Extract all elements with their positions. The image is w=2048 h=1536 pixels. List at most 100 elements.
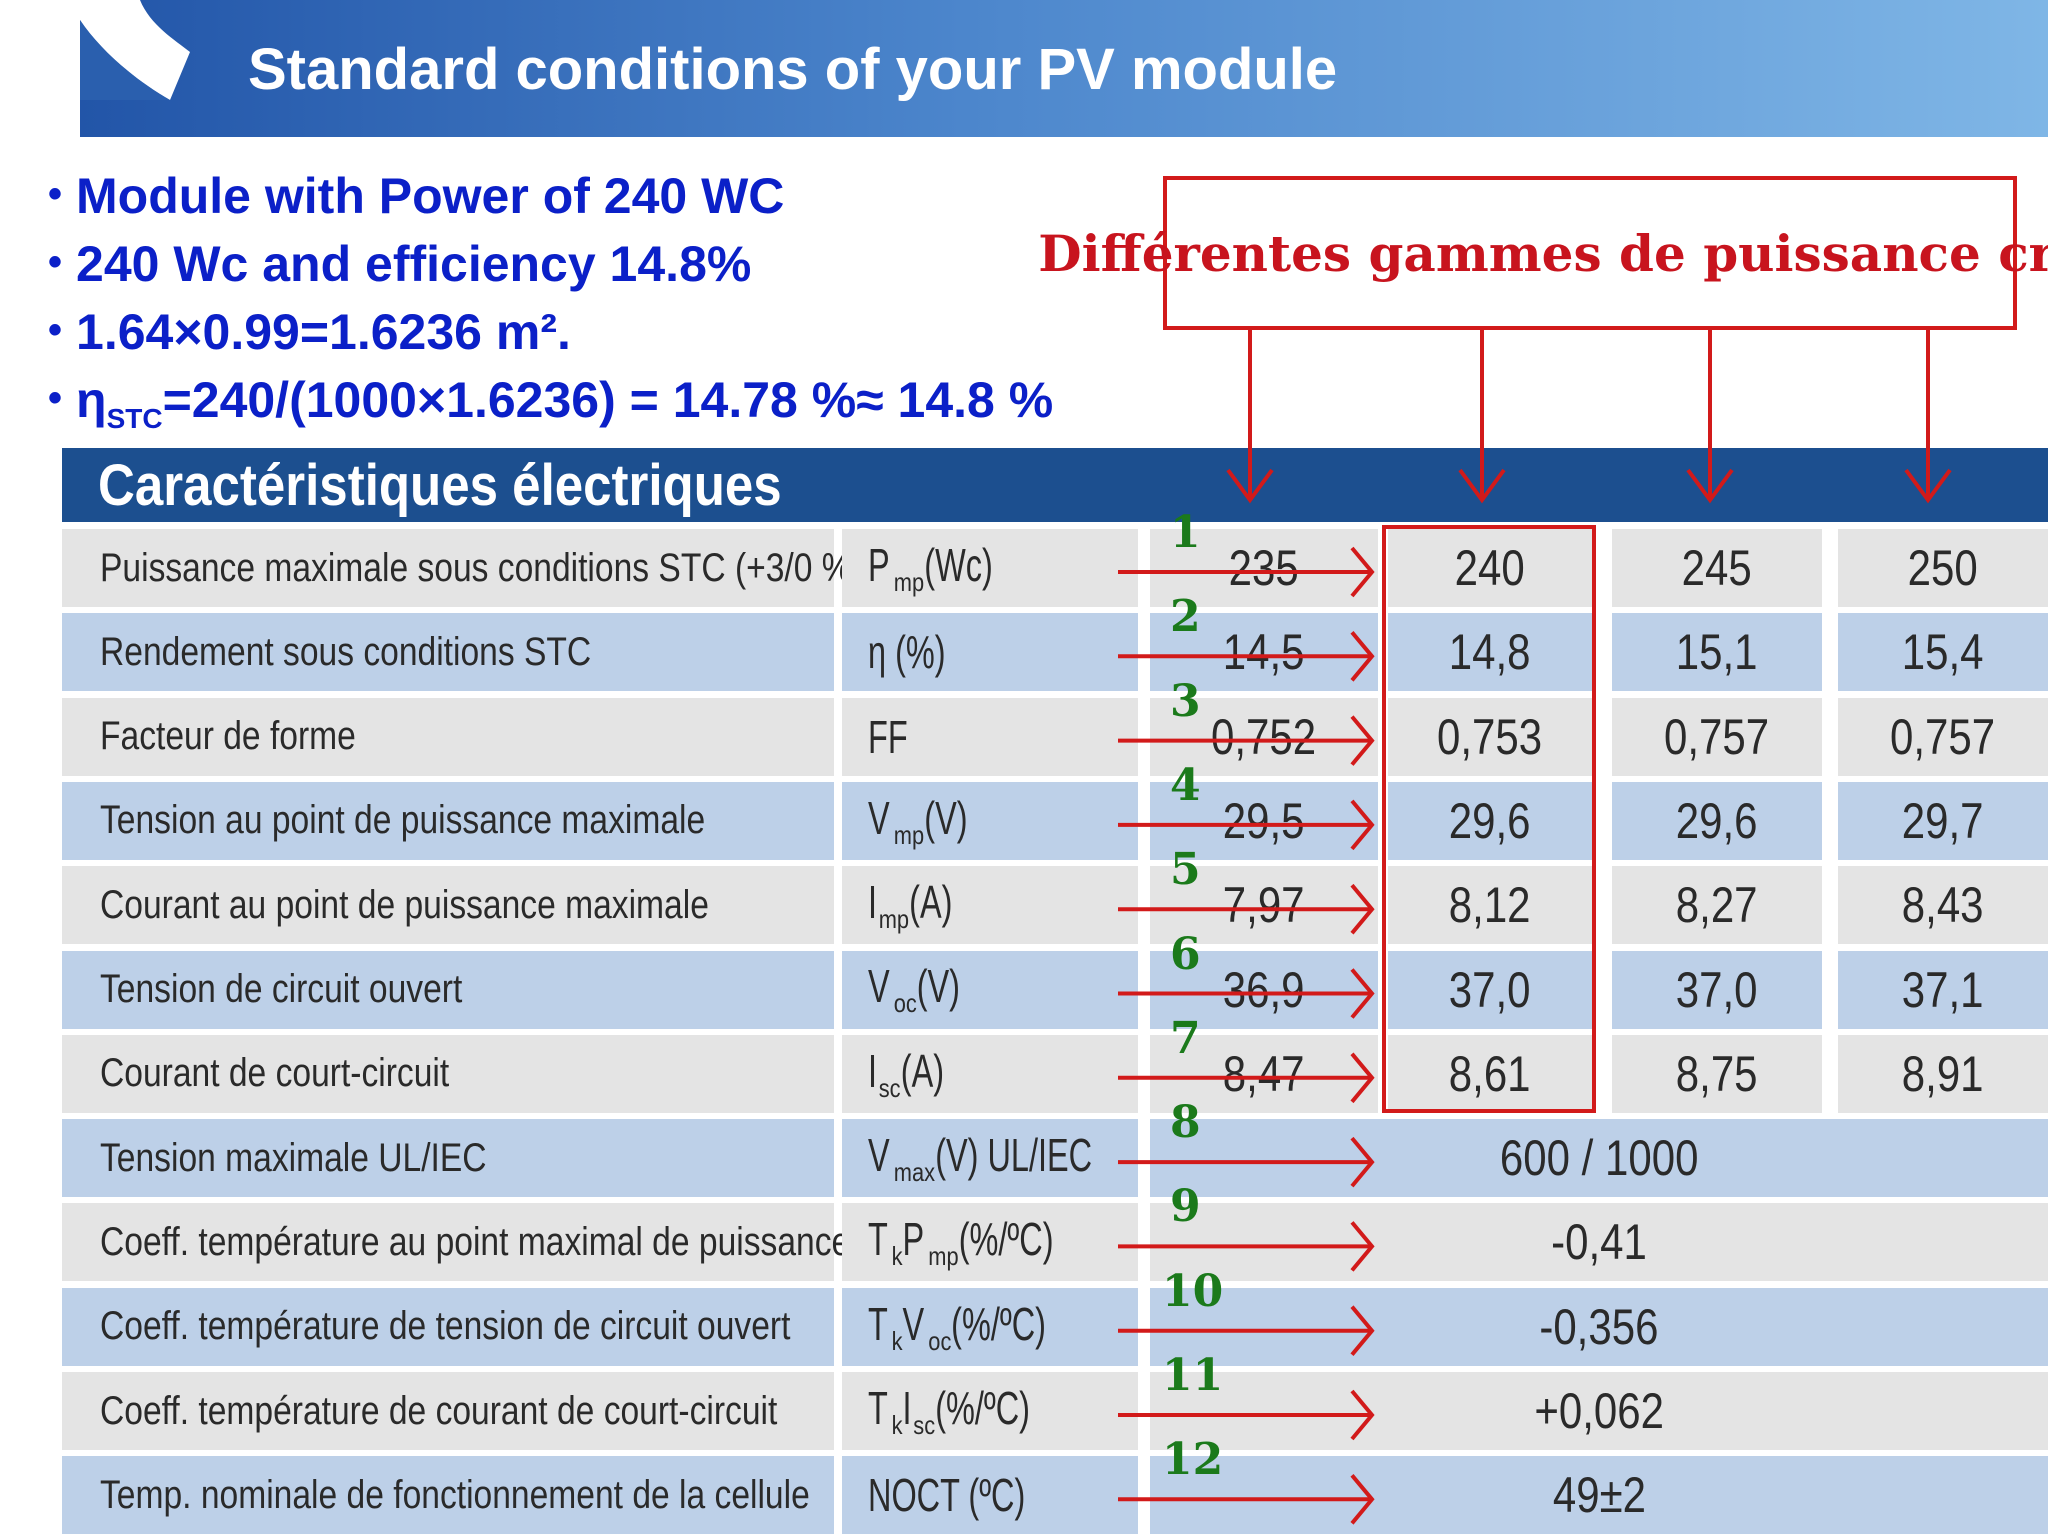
symbol-text: Imp (A)	[868, 876, 953, 935]
row-arrow-head	[1350, 1389, 1375, 1441]
symbol-subscript: mp	[893, 567, 925, 598]
value-cell: 250	[1838, 529, 2048, 607]
row-arrow-head	[1350, 799, 1375, 851]
row-label: Temp. nominale de fonctionnement de la c…	[62, 1456, 834, 1535]
row-symbol: NOCT (ºC)	[842, 1456, 1138, 1535]
symbol-subscript: oc	[893, 988, 917, 1019]
page-title: Standard conditions of your PV module	[248, 37, 1338, 102]
value-cell: 8,47	[1150, 1034, 1378, 1113]
row-arrow-head	[1350, 968, 1375, 1019]
logo-swoosh-icon	[80, 0, 190, 100]
value-cell: 8,61	[1388, 1034, 1592, 1113]
symbol-text: NOCT (ºC)	[868, 1469, 1026, 1522]
row-arrow-head	[1350, 631, 1375, 682]
row-number-annotation: 8	[1170, 1097, 1201, 1149]
row-label: Rendement sous conditions STC	[62, 613, 834, 692]
value-cell: 0,757	[1612, 697, 1822, 776]
row-arrow-head	[1350, 1474, 1375, 1525]
symbol-subscript: mp	[893, 819, 925, 850]
symbol-subscript: k	[891, 1325, 903, 1356]
value-cell: 29,5	[1150, 781, 1378, 860]
row-label: Coeff. température au point maximal de p…	[62, 1203, 850, 1282]
row-number-annotation: 12	[1162, 1434, 1224, 1486]
row-number-annotation: 9	[1170, 1181, 1201, 1233]
row-label: Puissance maximale sous conditions STC (…	[62, 529, 863, 607]
row-label: Facteur de forme	[62, 697, 834, 776]
row-arrow-head	[1350, 1136, 1375, 1188]
bullet-item: • 1.64×0.99=1.6236 m².	[48, 304, 571, 360]
value-cell: 235	[1150, 529, 1378, 607]
symbol-text: FF	[868, 710, 908, 763]
value-cell-merged: +0,062	[1150, 1372, 2048, 1450]
symbol-subscript: sc	[878, 1072, 901, 1103]
section-title: Caractéristiques électriques	[98, 453, 782, 518]
row-number-annotation: 6	[1170, 928, 1201, 980]
power-range-box: Différentes gammes de puissance crête	[1038, 176, 2048, 330]
value-cell: 240	[1388, 529, 1592, 607]
value-cell: 245	[1612, 529, 1822, 607]
value-cell: 8,91	[1838, 1034, 2048, 1113]
value-cell: 29,6	[1388, 781, 1592, 860]
value-cell: 29,7	[1838, 781, 2048, 860]
down-arrow-head	[1458, 468, 1506, 504]
down-arrow-head	[1904, 468, 1952, 504]
symbol-subscript: mp	[928, 1241, 959, 1272]
down-arrow-head	[1226, 468, 1274, 504]
value-cell: 8,75	[1612, 1034, 1822, 1113]
row-symbol: FF	[842, 697, 1138, 776]
value-cell: 8,27	[1612, 866, 1822, 945]
value-cell: 14,8	[1388, 613, 1592, 692]
row-number-annotation: 4	[1170, 759, 1201, 811]
symbol-subscript: sc	[913, 1410, 936, 1441]
value-cell-merged: -0,41	[1150, 1203, 2048, 1282]
value-cell: 37,1	[1838, 950, 2048, 1029]
row-label: Tension au point de puissance maximale	[62, 781, 834, 860]
value-cell-merged: 49±2	[1150, 1456, 2048, 1535]
value-cell: 15,1	[1612, 613, 1822, 692]
value-cell-merged: -0,356	[1150, 1287, 2048, 1366]
symbol-text: η (%)	[868, 626, 946, 679]
value-cell: 0,757	[1838, 697, 2048, 776]
value-cell: 15,4	[1838, 613, 2048, 692]
bullet-item: • 240 Wc and efficiency 14.8%	[48, 236, 752, 292]
row-number-annotation: 5	[1170, 844, 1201, 896]
power-range-title: Différentes gammes de puissance crête	[1038, 223, 2048, 283]
row-symbol: η (%)	[842, 613, 1138, 692]
symbol-subscript: oc	[928, 1325, 952, 1356]
value-cell: 0,752	[1150, 697, 1378, 776]
symbol-subscript: k	[891, 1410, 903, 1441]
header-bar	[80, 0, 2048, 137]
row-number-annotation: 3	[1170, 675, 1201, 727]
value-cell: 0,753	[1388, 697, 1592, 776]
value-cell-merged: 600 / 1000	[1150, 1119, 2048, 1198]
row-number-annotation: 7	[1170, 1012, 1201, 1064]
value-cell: 37,0	[1612, 950, 1822, 1029]
row-label: Coeff. température de tension de circuit…	[62, 1287, 834, 1366]
symbol-text: Isc (A)	[868, 1044, 944, 1103]
value-cell: 8,12	[1388, 866, 1592, 945]
row-label: Courant de court-circuit	[62, 1034, 834, 1113]
row-number-annotation: 11	[1162, 1350, 1224, 1401]
value-cell: 29,6	[1612, 781, 1822, 860]
row-arrow-head	[1350, 546, 1375, 598]
value-cell: 37,0	[1388, 950, 1592, 1029]
row-arrow-head	[1350, 1221, 1375, 1272]
bullet-item: • Module with Power of 240 WC	[48, 168, 785, 224]
row-label: Coeff. température de courant de court-c…	[62, 1372, 834, 1450]
row-arrow-head	[1350, 1305, 1375, 1356]
row-number-annotation: 2	[1170, 591, 1201, 643]
value-cell: 14,5	[1150, 613, 1378, 692]
